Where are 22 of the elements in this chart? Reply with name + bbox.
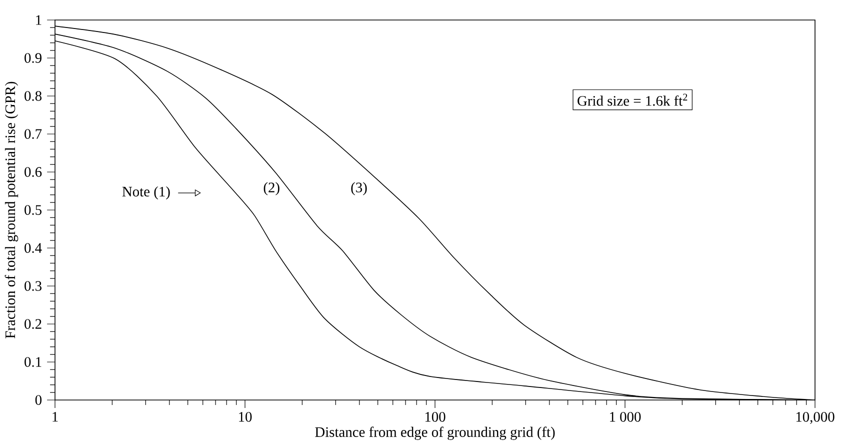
- y-tick-label: 0.5: [24, 205, 42, 215]
- y-tick-label: 0.7: [24, 129, 42, 139]
- y-tick-label: 0.9: [24, 53, 42, 63]
- y-tick-label: 0.4: [24, 243, 42, 253]
- x-tick-label: 100: [425, 412, 446, 422]
- y-tick-label: 1: [36, 15, 42, 25]
- y-tick-label: 0.2: [24, 319, 42, 329]
- x-tick-label: 10,000: [796, 412, 834, 424]
- annotation: (3): [351, 182, 367, 196]
- annotation: Note (1): [122, 186, 170, 200]
- annotation: Grid size = 1.6k ft$^{2}$: [578, 94, 688, 106]
- x-tick-label: 1 000: [610, 412, 641, 422]
- x-tick-label: 10: [239, 412, 252, 422]
- y-tick-label: 0: [35, 395, 42, 405]
- x-tick-label: 1: [52, 412, 58, 422]
- y-axis-title: Fraction of total ground potential rise (GPR): [4, 82, 18, 338]
- x-axis-title: Distance from edge of grounding grid (ft): [315, 426, 555, 440]
- y-tick-label: 0.3: [24, 281, 42, 291]
- y-tick-label: 0.1: [24, 357, 42, 367]
- y-tick-label: 0.8: [24, 91, 42, 101]
- y-tick-label: 0.6: [24, 167, 42, 177]
- annotation: (2): [264, 182, 280, 196]
